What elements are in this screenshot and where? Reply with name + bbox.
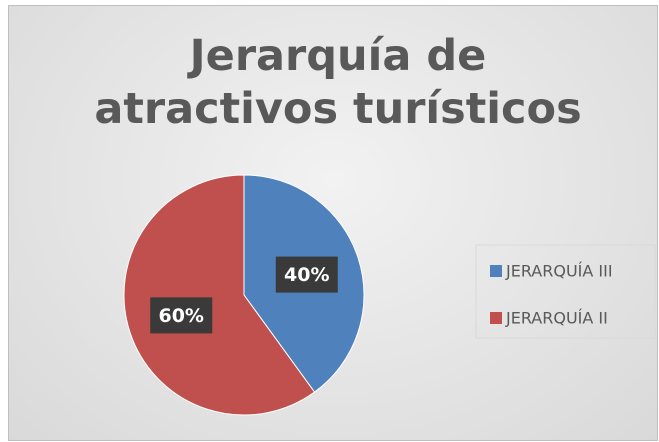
chart-title: Jerarquía de atractivos turísticos bbox=[94, 31, 582, 134]
legend-label: JERARQUÍA II bbox=[505, 309, 608, 328]
legend-swatch bbox=[490, 312, 502, 324]
pie-slice bbox=[123, 174, 316, 416]
data-label-box bbox=[150, 297, 213, 334]
data-label: 60% bbox=[158, 305, 203, 327]
legend-swatch bbox=[490, 265, 502, 277]
legend-box bbox=[475, 244, 656, 339]
data-label-box bbox=[275, 256, 338, 293]
legend-label: JERARQUÍA III bbox=[505, 262, 613, 281]
data-label: 40% bbox=[284, 264, 329, 286]
